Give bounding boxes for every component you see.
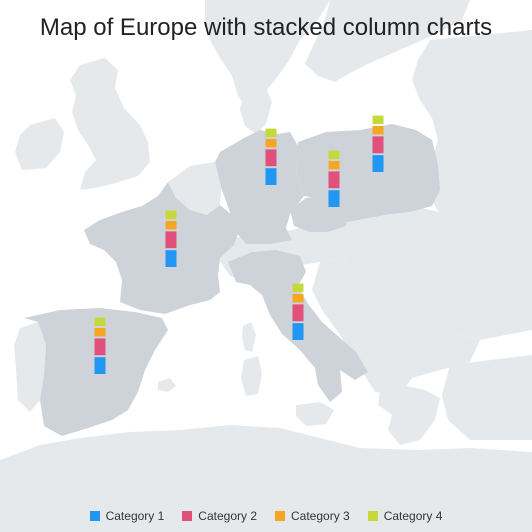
column-charts <box>94 115 384 374</box>
column-segment-poland-category-1[interactable] <box>372 155 384 172</box>
stacked-column-spain[interactable] <box>94 317 106 374</box>
column-segment-poland-category-4[interactable] <box>372 115 384 124</box>
germany <box>215 130 304 244</box>
column-segment-poland-category-3[interactable] <box>372 126 384 135</box>
legend-swatch <box>89 511 100 521</box>
stacked-column-france[interactable] <box>165 210 177 267</box>
stacked-column-poland[interactable] <box>372 115 384 172</box>
legend-swatch <box>182 511 193 521</box>
column-segment-germany-category-1[interactable] <box>265 168 277 185</box>
legend-swatch <box>367 511 378 521</box>
stacked-column-czechia[interactable] <box>328 150 340 207</box>
legend-label: Category 2 <box>198 509 257 523</box>
column-segment-czechia-category-2[interactable] <box>328 171 340 189</box>
great-britain <box>70 58 150 190</box>
chart-legend: Category 1 Category 2 Category 3 Categor… <box>0 506 532 526</box>
turkey <box>442 355 532 440</box>
north-africa <box>0 425 532 532</box>
denmark <box>240 86 272 134</box>
legend-item-category-4[interactable]: Category 4 <box>367 509 443 523</box>
legend-label: Category 4 <box>383 509 443 523</box>
balearic-islands <box>158 378 176 392</box>
column-segment-italy-category-2[interactable] <box>292 304 304 322</box>
balkans <box>312 258 480 395</box>
column-segment-france-category-1[interactable] <box>165 250 177 267</box>
legend-label: Category 3 <box>291 509 350 523</box>
stacked-column-germany[interactable] <box>265 128 277 185</box>
column-segment-poland-category-2[interactable] <box>372 136 384 154</box>
eastern-europe <box>340 204 532 340</box>
column-segment-germany-category-3[interactable] <box>265 139 277 148</box>
france <box>84 182 240 314</box>
column-segment-germany-category-2[interactable] <box>265 149 277 167</box>
corsica <box>242 322 256 352</box>
benelux <box>168 162 222 215</box>
column-segment-spain-category-1[interactable] <box>94 357 106 374</box>
column-segment-germany-category-4[interactable] <box>265 128 277 137</box>
column-segment-france-category-4[interactable] <box>165 210 177 219</box>
legend-item-category-1[interactable]: Category 1 <box>89 509 165 523</box>
column-segment-czechia-category-3[interactable] <box>328 161 340 170</box>
baltics-russia <box>412 30 532 225</box>
map-title: Map of Europe with stacked column charts <box>39 14 493 41</box>
scandinavia <box>205 0 330 110</box>
column-segment-italy-category-3[interactable] <box>292 294 304 303</box>
greece <box>378 385 440 445</box>
sicily <box>296 402 334 426</box>
column-segment-czechia-category-1[interactable] <box>328 190 340 207</box>
column-segment-spain-category-2[interactable] <box>94 338 106 356</box>
sweden-finland <box>305 0 470 82</box>
column-segment-france-category-3[interactable] <box>165 221 177 230</box>
column-segment-czechia-category-4[interactable] <box>328 150 340 159</box>
column-segment-spain-category-3[interactable] <box>94 328 106 337</box>
column-segment-italy-category-4[interactable] <box>292 283 304 292</box>
legend-item-category-2[interactable]: Category 2 <box>182 509 257 523</box>
legend-swatch <box>275 511 285 521</box>
column-segment-spain-category-4[interactable] <box>94 317 106 326</box>
column-segment-france-category-2[interactable] <box>165 231 177 249</box>
stacked-column-italy[interactable] <box>292 283 304 340</box>
sardinia <box>241 356 262 396</box>
legend-label: Category 1 <box>105 509 165 523</box>
legend-item-category-3[interactable]: Category 3 <box>275 509 350 523</box>
portugal <box>14 322 46 412</box>
ireland <box>15 118 64 170</box>
column-segment-italy-category-1[interactable] <box>292 323 304 340</box>
